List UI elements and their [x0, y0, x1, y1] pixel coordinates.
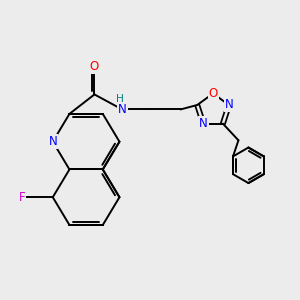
Text: F: F: [19, 191, 26, 204]
Text: O: O: [208, 87, 218, 100]
Text: N: N: [199, 117, 208, 130]
Text: O: O: [90, 60, 99, 73]
Text: H: H: [116, 94, 124, 104]
Text: N: N: [48, 135, 57, 148]
Text: N: N: [118, 103, 127, 116]
Text: N: N: [224, 98, 233, 112]
